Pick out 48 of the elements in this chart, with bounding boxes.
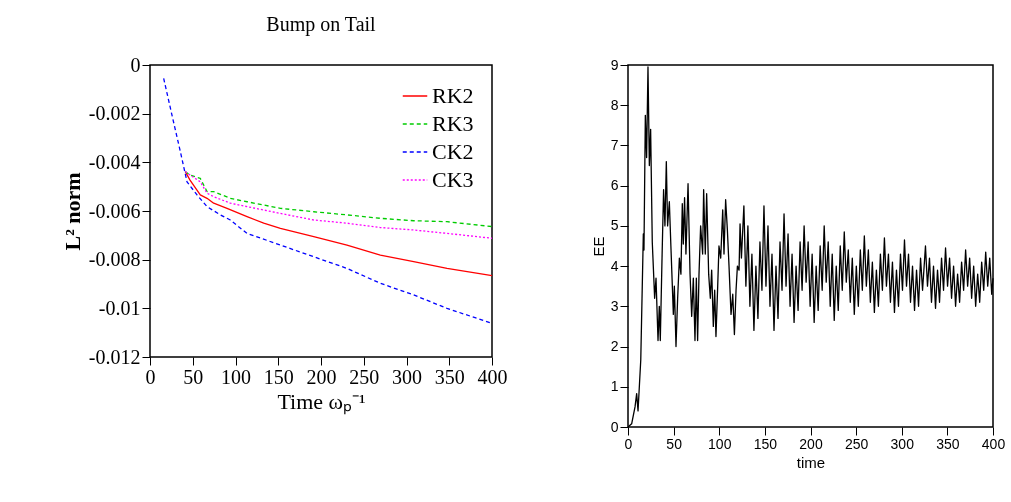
x-axis-title: Time ωₚ⁻¹ bbox=[277, 388, 366, 415]
line-series bbox=[184, 170, 493, 277]
y-tick-label: 0 bbox=[130, 53, 141, 76]
y-tick-label: -0.012 bbox=[88, 345, 141, 368]
x-tick-label: 50 bbox=[666, 435, 683, 452]
line-series bbox=[163, 77, 493, 325]
x-tick-label: 400 bbox=[981, 435, 1006, 452]
x-tick-label: 150 bbox=[263, 365, 294, 388]
legend-label: CK2 bbox=[432, 139, 474, 164]
x-tick-label: 200 bbox=[799, 435, 823, 452]
x-tick-label: 50 bbox=[183, 365, 204, 388]
y-tick-label: 2 bbox=[610, 338, 619, 355]
x-tick-label: 150 bbox=[753, 435, 778, 452]
x-tick-label: 0 bbox=[624, 435, 633, 452]
y-tick-label: 4 bbox=[610, 257, 619, 274]
y-axis-title: EE bbox=[589, 236, 607, 257]
x-tick-label: 100 bbox=[708, 435, 732, 452]
y-tick-label: 3 bbox=[610, 297, 619, 314]
legend-label: RK2 bbox=[432, 83, 474, 108]
y-tick-label: -0.004 bbox=[88, 150, 141, 173]
y-tick-label: 5 bbox=[610, 217, 619, 234]
x-tick-label: 100 bbox=[221, 365, 251, 388]
line-series bbox=[184, 170, 493, 239]
y-axis-title: L² norm bbox=[59, 172, 85, 251]
y-tick-label: -0.01 bbox=[98, 296, 141, 319]
legend-label: RK3 bbox=[432, 111, 474, 136]
legend-label: CK3 bbox=[432, 167, 474, 192]
y-tick-label: 9 bbox=[610, 56, 619, 73]
x-axis-title: time bbox=[796, 453, 826, 471]
x-tick-label: 350 bbox=[434, 365, 465, 388]
y-tick-label: 8 bbox=[610, 96, 619, 113]
x-tick-label: 300 bbox=[890, 435, 915, 452]
x-tick-label: 250 bbox=[844, 435, 869, 452]
line-series bbox=[184, 170, 493, 228]
y-tick-label: 7 bbox=[610, 136, 619, 153]
y-tick-label: -0.002 bbox=[88, 102, 141, 125]
y-tick-label: -0.008 bbox=[88, 248, 141, 271]
x-tick-label: 350 bbox=[936, 435, 960, 452]
y-tick-label: 6 bbox=[610, 177, 619, 194]
x-tick-label: 400 bbox=[477, 365, 508, 388]
x-tick-label: 0 bbox=[145, 365, 156, 388]
chart-title: Bump on Tail bbox=[266, 13, 377, 36]
y-tick-label: -0.006 bbox=[88, 199, 141, 222]
x-tick-label: 250 bbox=[349, 365, 380, 388]
x-tick-label: 200 bbox=[306, 365, 337, 388]
y-tick-label: 1 bbox=[610, 378, 619, 395]
x-tick-label: 300 bbox=[392, 365, 422, 388]
y-tick-label: 0 bbox=[610, 418, 619, 435]
